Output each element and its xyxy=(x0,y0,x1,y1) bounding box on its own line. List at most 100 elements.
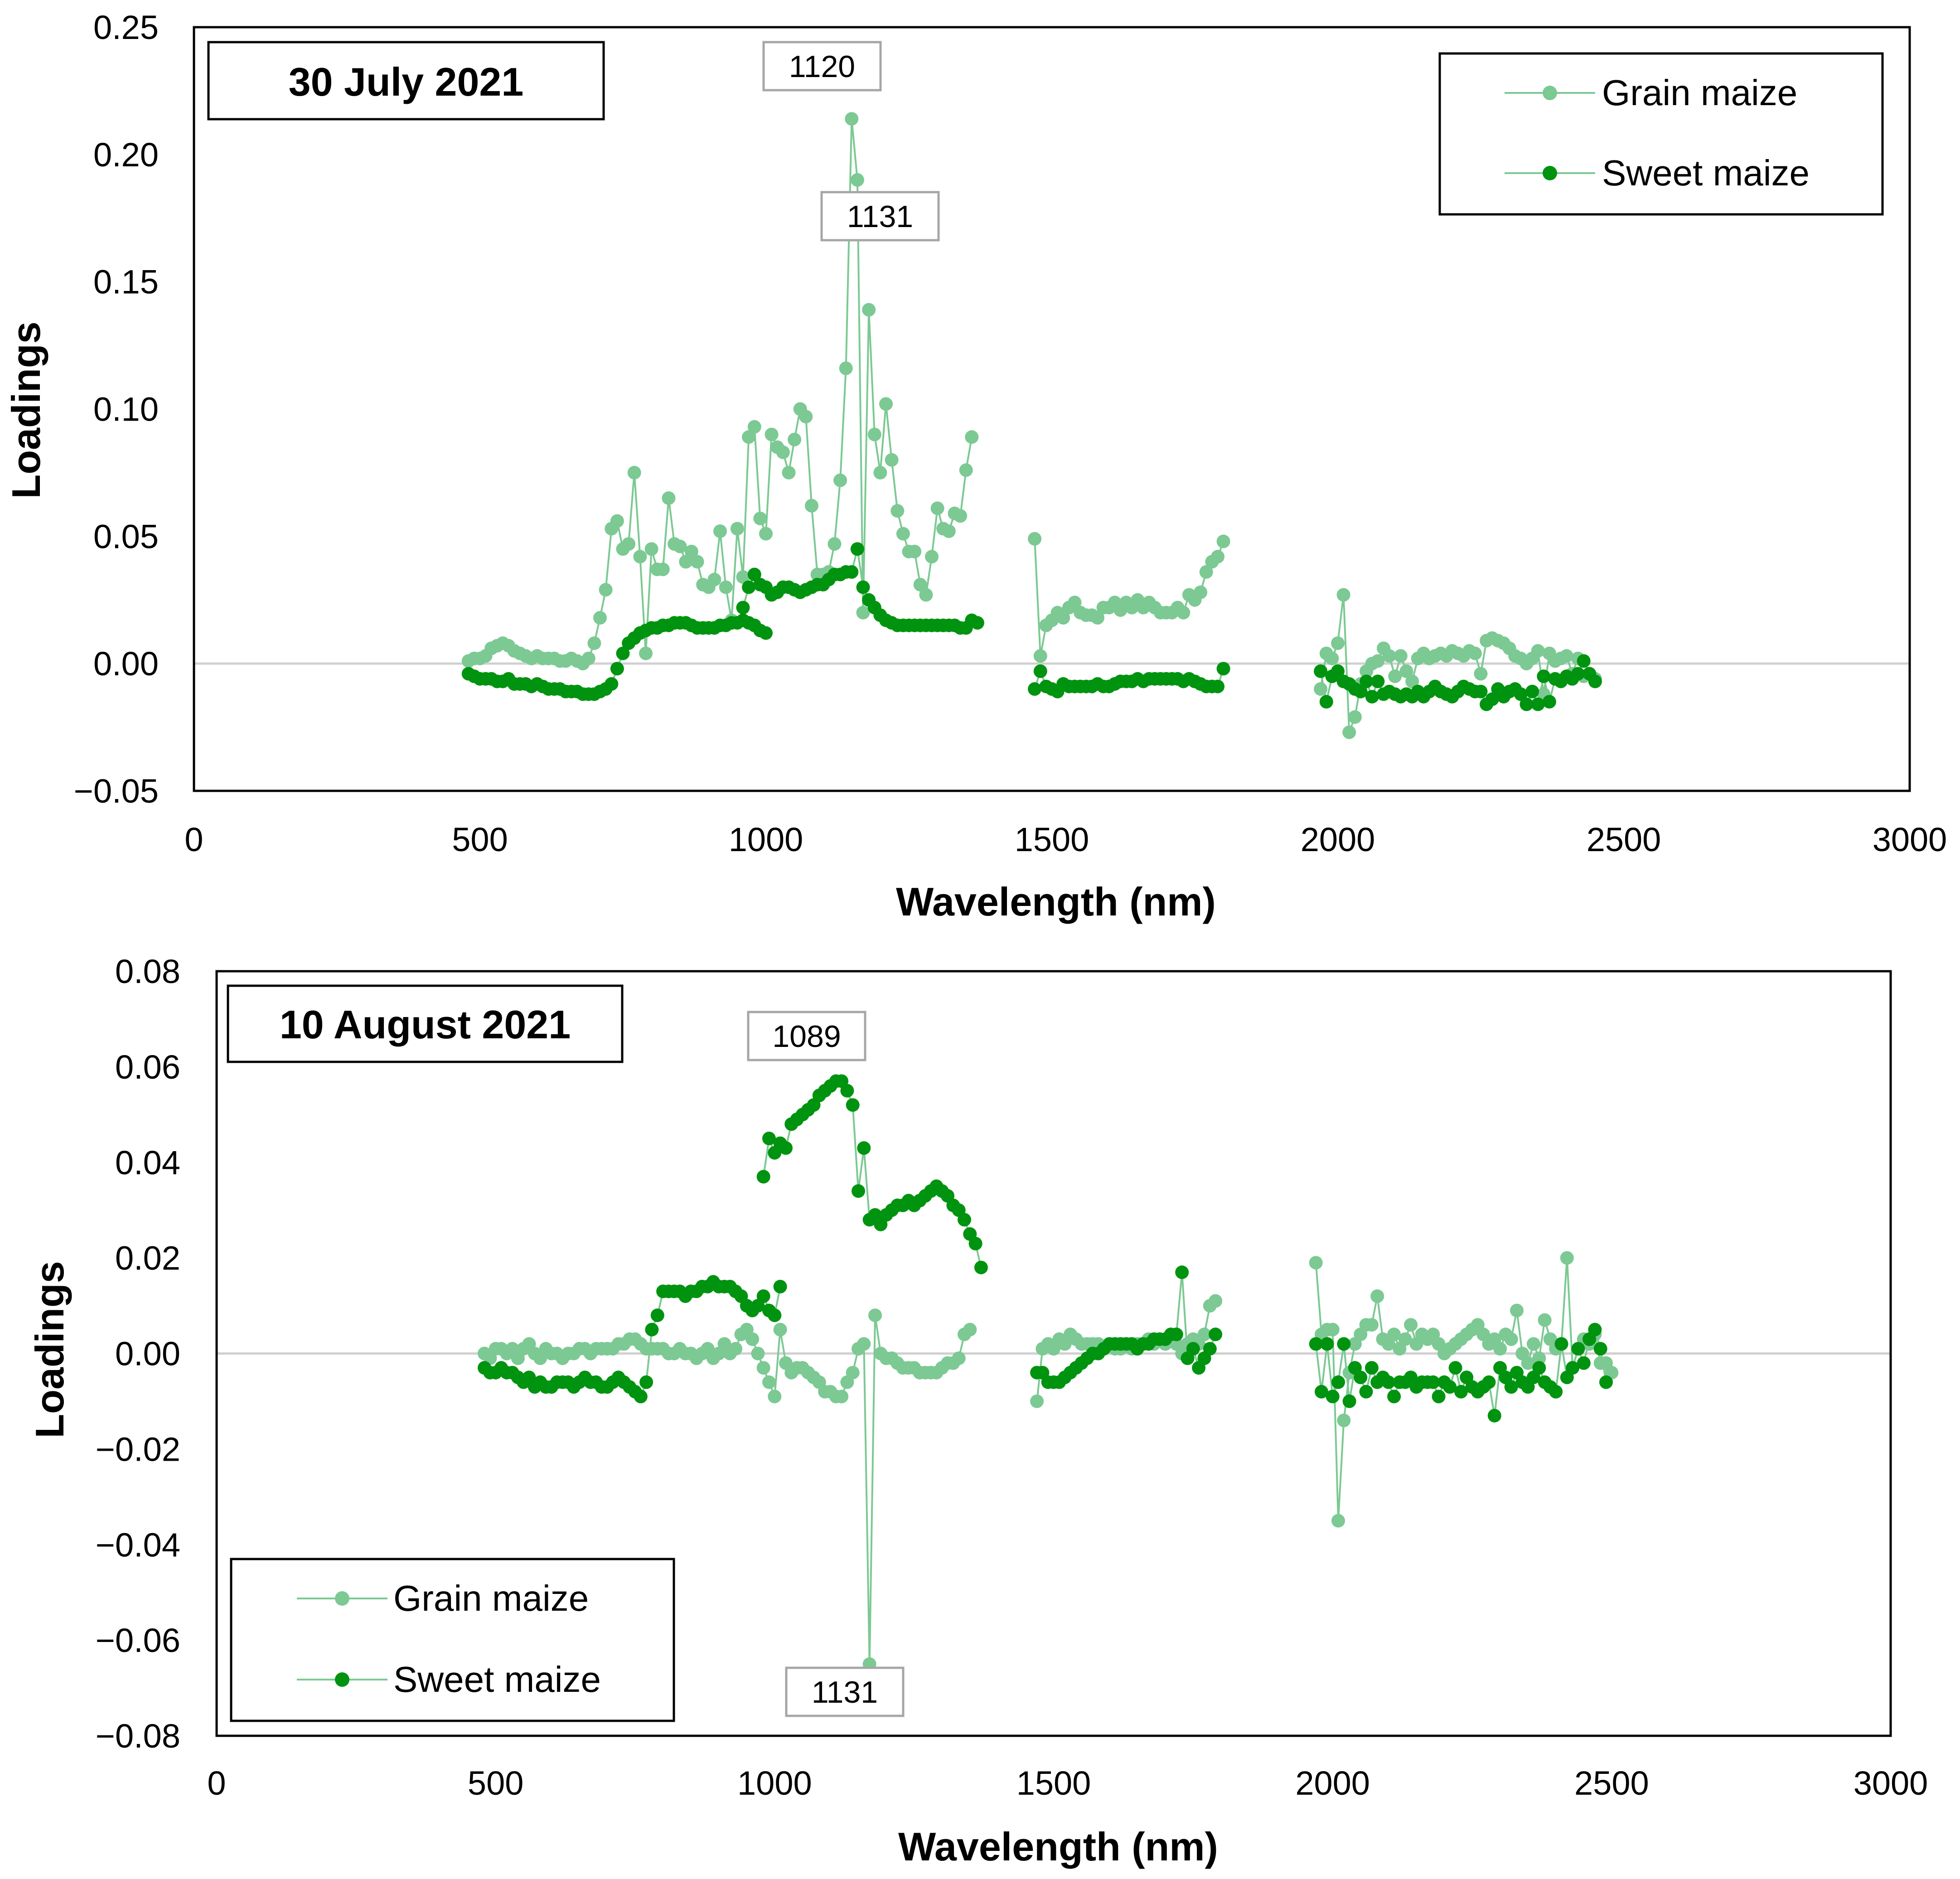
data-point-grain-maize xyxy=(1348,710,1362,724)
series-line-sweet-maize xyxy=(1037,1271,1216,1383)
data-point-grain-maize xyxy=(1342,725,1356,739)
chart-panel-30-july: −0.05 0.00 0.05 0.10 0.15 0.20 0.25 0 500 1000 15… xyxy=(4,9,1947,924)
data-point-sweet-maize xyxy=(1487,1409,1501,1423)
y-tick-label: 0.20 xyxy=(93,136,159,174)
data-point-sweet-maize xyxy=(768,1308,782,1322)
data-point-sweet-maize xyxy=(1365,690,1379,704)
data-point-grain-maize xyxy=(1326,1322,1340,1337)
x-tick-label: 2000 xyxy=(1295,1764,1370,1802)
data-point-grain-maize xyxy=(1405,674,1419,688)
legend-sweet-label: Sweet maize xyxy=(1602,153,1810,193)
data-point-sweet-maize xyxy=(1211,679,1224,693)
data-point-grain-maize xyxy=(1504,1332,1518,1346)
data-point-sweet-maize xyxy=(1371,674,1385,688)
data-point-grain-maize xyxy=(753,512,767,525)
data-point-grain-maize xyxy=(1314,682,1328,696)
data-point-sweet-maize xyxy=(1514,687,1528,701)
data-point-grain-maize xyxy=(627,465,641,479)
data-point-grain-maize xyxy=(1468,646,1482,660)
data-point-sweet-maize xyxy=(650,1308,664,1322)
x-tick-label: 500 xyxy=(468,1764,523,1802)
data-point-sweet-maize xyxy=(852,1184,865,1198)
data-point-sweet-maize xyxy=(1309,1337,1323,1351)
data-point-grain-maize xyxy=(919,588,933,602)
data-point-grain-maize xyxy=(1325,651,1339,665)
data-point-sweet-maize xyxy=(1326,1390,1340,1404)
x-tick-label: 2500 xyxy=(1587,821,1661,858)
data-point-grain-maize xyxy=(768,1390,782,1404)
data-point-grain-maize xyxy=(1176,605,1191,620)
legend-grain-label: Grain maize xyxy=(393,1578,589,1618)
data-point-grain-maize xyxy=(742,430,756,444)
x-tick-label: 0 xyxy=(184,821,203,858)
plot-area-frame xyxy=(193,26,1911,792)
data-point-grain-maize xyxy=(633,550,647,564)
data-point-grain-maize xyxy=(1388,669,1402,683)
data-point-sweet-maize xyxy=(1454,1385,1468,1399)
date-label: 30 July 2021 xyxy=(289,59,524,104)
peak-label-1089: 1089 xyxy=(747,1011,866,1061)
x-tick-label: 2500 xyxy=(1574,1764,1649,1802)
data-point-sweet-maize xyxy=(856,580,870,594)
y-tick-label: −0.06 xyxy=(96,1622,180,1659)
x-tick-label: 0 xyxy=(207,1764,226,1802)
data-point-grain-maize xyxy=(762,1375,776,1389)
data-point-grain-maize xyxy=(846,1366,860,1380)
data-point-sweet-maize xyxy=(1485,692,1499,706)
data-point-sweet-maize xyxy=(756,1170,770,1184)
peak-label-text: 1131 xyxy=(812,1675,878,1710)
legend-sweet-marker xyxy=(335,1672,349,1687)
data-point-grain-maize xyxy=(908,545,922,558)
data-point-grain-maize xyxy=(679,555,693,569)
data-point-sweet-maize xyxy=(1175,1265,1189,1279)
data-point-sweet-maize xyxy=(846,1098,860,1112)
data-point-grain-maize xyxy=(1493,1342,1507,1356)
data-point-sweet-maize xyxy=(1554,1337,1568,1351)
data-point-grain-maize xyxy=(1387,1327,1401,1341)
data-point-sweet-maize xyxy=(634,1390,648,1404)
data-point-sweet-maize xyxy=(1448,1361,1462,1375)
data-point-grain-maize xyxy=(1474,667,1488,681)
data-point-sweet-maize xyxy=(1531,697,1545,711)
data-point-sweet-maize xyxy=(1315,1385,1328,1399)
data-point-grain-maize xyxy=(856,605,870,620)
data-point-sweet-maize xyxy=(645,1322,659,1337)
data-point-sweet-maize xyxy=(639,1375,653,1389)
data-point-grain-maize xyxy=(913,578,927,591)
data-point-sweet-maize xyxy=(1593,1342,1607,1356)
data-point-grain-maize xyxy=(1560,1251,1574,1265)
data-point-sweet-maize xyxy=(1474,684,1488,698)
y-axis-title: Loadings xyxy=(4,321,48,499)
peak-label-text: 1120 xyxy=(789,49,855,84)
data-point-sweet-maize xyxy=(610,662,624,676)
data-point-sweet-maize xyxy=(958,1213,971,1227)
data-point-grain-maize xyxy=(745,1332,760,1346)
y-tick-label: 0.00 xyxy=(93,645,159,683)
data-point-sweet-maize xyxy=(1577,654,1591,668)
data-point-grain-maize xyxy=(587,636,601,650)
data-point-grain-maize xyxy=(593,611,607,625)
data-point-sweet-maize xyxy=(1359,1385,1373,1399)
data-point-grain-maize xyxy=(610,514,624,528)
data-point-sweet-maize xyxy=(1186,1342,1200,1356)
data-point-sweet-maize xyxy=(773,1279,787,1293)
data-point-sweet-maize xyxy=(1216,662,1230,676)
data-point-grain-maize xyxy=(1331,636,1345,650)
data-point-grain-maize xyxy=(1337,1414,1351,1428)
x-tick-labels: 0 500 1000 1500 2000 2500 3000 xyxy=(184,821,1947,858)
data-point-sweet-maize xyxy=(1028,682,1042,696)
data-point-grain-maize xyxy=(707,572,721,586)
data-point-grain-maize xyxy=(845,112,859,126)
data-point-grain-maize xyxy=(656,562,670,576)
data-point-sweet-maize xyxy=(1331,1375,1345,1389)
data-point-sweet-maize xyxy=(747,567,761,581)
y-tick-label: 0.04 xyxy=(115,1144,180,1182)
y-tick-labels: −0.08 −0.06 −0.04 −0.02 0.00 0.02 0.04 0.06 0.08 xyxy=(96,953,180,1755)
data-point-grain-maize xyxy=(1404,1318,1418,1332)
x-axis-title: Wavelength (nm) xyxy=(898,1824,1218,1869)
data-point-sweet-maize xyxy=(1365,1361,1379,1375)
x-tick-labels: 0 500 1000 1500 2000 2500 3000 xyxy=(207,1764,1928,1802)
peak-label-1131: 1131 xyxy=(820,191,940,242)
data-point-sweet-maize xyxy=(1532,1361,1546,1375)
